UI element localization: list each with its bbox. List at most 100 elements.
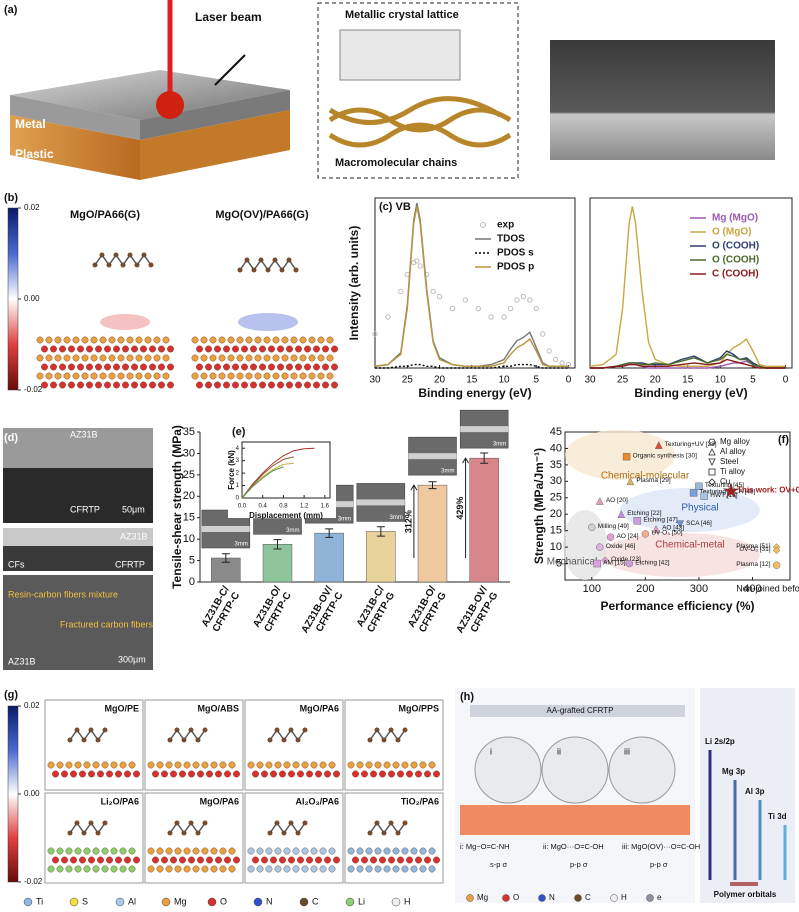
data-point [722,482,740,499]
legend-marker [708,438,716,446]
atom [77,363,84,371]
point-label: AO [20] [606,497,628,504]
atom [331,345,338,353]
bar [469,457,499,583]
atom [126,336,134,344]
plastic-front [140,110,290,180]
atom [406,770,413,778]
atom [261,770,268,778]
atom [247,847,255,855]
atom [215,770,222,778]
atom [232,363,239,371]
atom [227,354,235,362]
atom [147,761,155,769]
atom [301,847,309,855]
legend-label: N [549,893,555,902]
y-tick-label: 5 [556,557,562,569]
point-label: Plasma [12] [736,561,771,568]
data-point [462,297,469,303]
atom [117,354,125,362]
chart-title: (c) VB [379,201,411,213]
atom [128,847,136,855]
atom [295,381,302,389]
legend-label: Cu [720,477,730,486]
atom [228,761,236,769]
atom [72,336,80,344]
data-point [540,331,546,337]
x-axis-label: Displacement (mm) [249,511,323,520]
atom [259,363,266,371]
atom [206,856,213,864]
atom [224,770,231,778]
atom [161,856,168,864]
atom [281,354,289,362]
atom [65,865,73,873]
atom [61,856,68,864]
atom [250,345,257,353]
atom [406,856,413,864]
atom [144,336,152,344]
atom [95,345,102,353]
sample-photo [550,40,775,160]
atom [236,336,244,344]
atom [292,761,300,769]
atom [223,381,230,389]
atom [236,354,244,362]
atom [241,363,248,371]
x-tick-label: 0 [783,375,789,386]
x-tick-label: 400 [743,583,761,595]
atom [191,354,199,362]
atom [81,336,89,344]
atom [206,770,213,778]
error-bar [325,528,334,538]
atom [74,865,82,873]
data-point [372,331,378,337]
point-label: AO [24] [617,533,639,540]
atom [90,354,98,362]
atom [328,847,336,855]
atom [47,865,55,873]
point-label: Plasma [51] [736,543,771,550]
atom [272,354,280,362]
atom [328,865,336,873]
atom [415,856,422,864]
data-point [527,297,533,303]
atom [101,847,109,855]
legend-marker [480,222,486,228]
point-label: UV-O₃ [50] [651,530,682,537]
atom [128,865,136,873]
atom [61,770,68,778]
atom [317,354,325,362]
data-point [772,561,781,569]
colorbar-label: 0.00 [24,789,40,798]
atom [83,847,91,855]
atom [110,847,118,855]
atom [279,770,286,778]
atom [392,761,400,769]
label: CFRTP [115,559,145,569]
atom [99,372,107,380]
legend-label: Mg [477,893,488,902]
atom [209,336,217,344]
data-point [436,293,443,300]
atom [122,345,129,353]
x-tick-label: AZ31B-O/CFRTP-G [406,584,449,635]
atom [161,770,168,778]
atom [102,727,108,733]
atom [72,372,80,380]
atom [322,381,329,389]
atom [68,345,75,353]
atom [170,856,177,864]
legend-label: Mg (MgO) [712,213,758,224]
scale-label: 3mm [493,442,506,448]
atom [326,372,334,380]
atom [299,354,307,362]
atom [81,372,89,380]
atom [106,856,113,864]
atom [254,372,262,380]
atom [379,856,386,864]
label: ii: MgO···O=C-OH [543,842,604,851]
data-point [398,288,404,295]
atom [86,381,93,389]
atom [88,856,95,864]
